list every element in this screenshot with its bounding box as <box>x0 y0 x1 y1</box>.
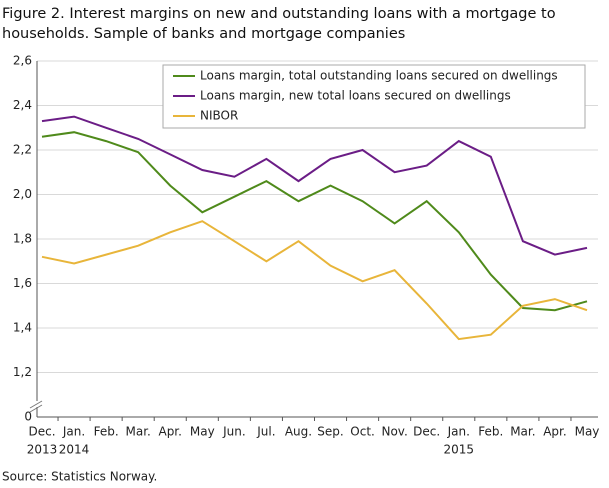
series-line <box>41 131 588 312</box>
x-tick-label: Sep. <box>317 425 343 439</box>
x-tick-label: May <box>190 425 215 439</box>
x-year-label: 2013 <box>27 443 58 457</box>
y-tick-label: 1,8 <box>13 232 32 246</box>
legend-label: Loans margin, new total loans secured on… <box>200 89 511 103</box>
y-tick-label: 2,6 <box>13 54 32 68</box>
x-tick-label: Nov. <box>381 425 407 439</box>
axis-break <box>29 400 43 409</box>
x-tick-label: Jun. <box>222 425 246 439</box>
y-tick-label: 0 <box>24 410 32 424</box>
x-tick-label: Aug. <box>285 425 312 439</box>
y-tick-label: 1,6 <box>13 276 32 290</box>
x-tick-label: Apr. <box>158 425 181 439</box>
x-year-label: 2014 <box>59 443 90 457</box>
x-tick-label: Jan. <box>447 425 470 439</box>
y-tick-label: 1,4 <box>13 321 32 335</box>
x-tick-label: Dec. <box>413 425 440 439</box>
x-tick-label: Dec. <box>28 425 55 439</box>
y-tick-label: 1,2 <box>13 365 32 379</box>
x-tick-label: Apr. <box>543 425 566 439</box>
legend-label: Loans margin, total outstanding loans se… <box>200 69 558 83</box>
y-tick-label: 2,0 <box>13 187 32 201</box>
y-tick-label: 2,2 <box>13 143 32 157</box>
source: Source: Statistics Norway. <box>2 470 157 484</box>
chart-title: households. Sample of banks and mortgage… <box>2 26 405 42</box>
y-tick-label: 2,4 <box>13 98 32 112</box>
x-year-label: 2015 <box>443 443 474 457</box>
x-tick-label: Feb. <box>478 425 503 439</box>
x-tick-label: Feb. <box>94 425 119 439</box>
x-tick-label: Jan. <box>62 425 85 439</box>
x-tick-label: Oct. <box>350 425 375 439</box>
series-line <box>41 115 588 256</box>
x-tick-label: Mar. <box>510 425 535 439</box>
x-tick-label: Mar. <box>125 425 150 439</box>
legend-label: NIBOR <box>200 109 238 123</box>
chart-title: Figure 2. Interest margins on new and ou… <box>2 6 556 22</box>
x-tick-label: Jul. <box>256 425 275 439</box>
legend-box <box>162 64 586 129</box>
series-line <box>41 220 588 341</box>
axis-break <box>29 404 43 413</box>
x-tick-label: May <box>575 425 600 439</box>
